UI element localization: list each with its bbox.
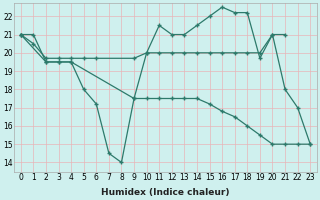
X-axis label: Humidex (Indice chaleur): Humidex (Indice chaleur) [101,188,230,197]
